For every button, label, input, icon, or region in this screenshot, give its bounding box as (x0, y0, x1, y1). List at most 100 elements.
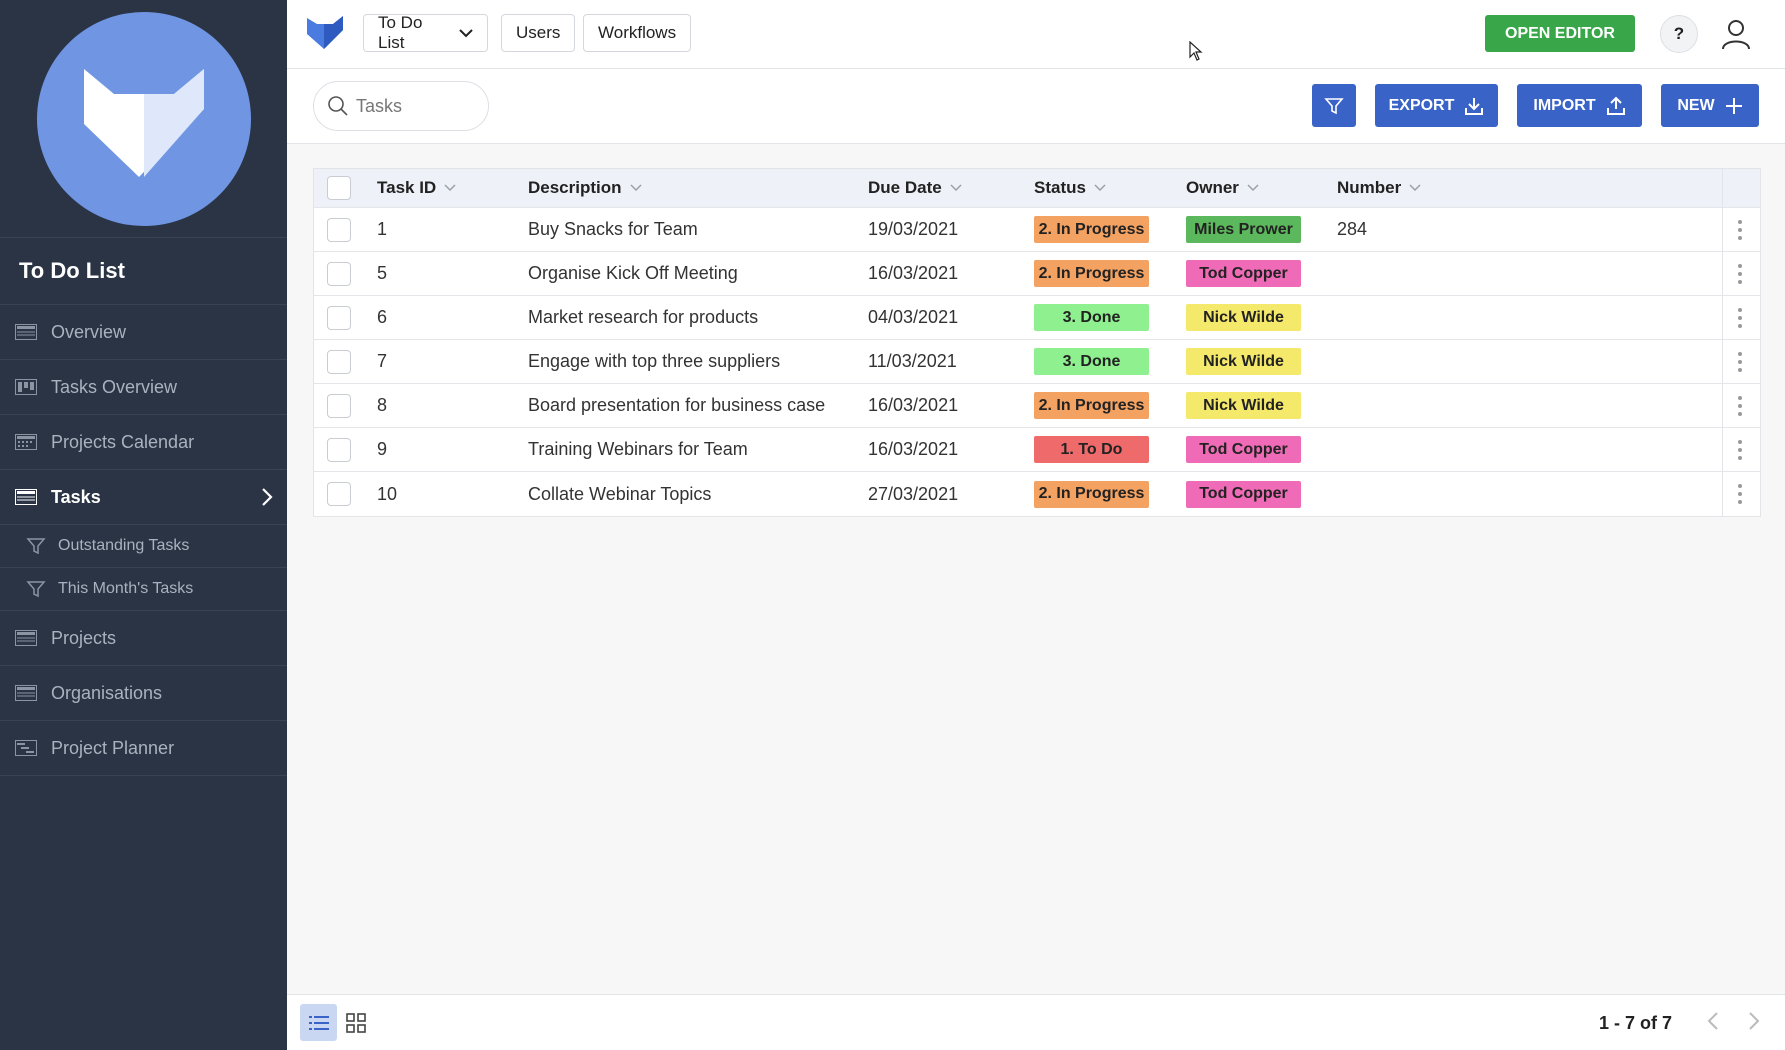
export-button[interactable]: EXPORT (1375, 84, 1498, 127)
footer-bar: 1 - 7 of 7 (287, 994, 1785, 1050)
row-menu-icon[interactable] (1730, 439, 1750, 460)
app-logo (36, 11, 251, 226)
task-due-date: 16/03/2021 (868, 439, 959, 459)
table-icon (12, 322, 39, 342)
table-row[interactable]: 6 Market research for products 04/03/202… (314, 296, 1760, 340)
new-button[interactable]: NEW (1661, 84, 1759, 127)
sidebar-item-organisations[interactable]: Organisations (0, 666, 287, 721)
sidebar-item-tasks-overview[interactable]: Tasks Overview (0, 360, 287, 415)
row-menu-icon[interactable] (1730, 263, 1750, 284)
upload-icon (1606, 96, 1626, 116)
search-input[interactable] (356, 95, 476, 117)
users-button[interactable]: Users (501, 14, 576, 52)
chevron-right-icon (261, 487, 273, 512)
task-due-date: 16/03/2021 (868, 263, 959, 283)
search-box[interactable] (313, 81, 489, 131)
sidebar-item-label: This Month's Tasks (58, 580, 194, 597)
sidebar-item-projects-calendar[interactable]: Projects Calendar (0, 415, 287, 470)
chevron-down-icon (1094, 184, 1106, 192)
grid-view-button[interactable] (337, 1004, 374, 1041)
sidebar-item-label: Organisations (51, 682, 163, 703)
help-button[interactable]: ? (1660, 15, 1698, 53)
select-all-checkbox[interactable] (327, 176, 351, 200)
column-header-description[interactable]: Description (528, 169, 642, 207)
column-divider (1722, 296, 1723, 339)
chevron-down-icon (1409, 184, 1421, 192)
column-header-due-date[interactable]: Due Date (868, 169, 962, 207)
table-row[interactable]: 10 Collate Webinar Topics 27/03/2021 2. … (314, 472, 1760, 516)
row-checkbox[interactable] (327, 437, 351, 462)
new-label: NEW (1677, 96, 1715, 114)
sidebar-item-label: Overview (51, 321, 127, 342)
status-badge: 2. In Progress (1034, 392, 1149, 419)
user-icon[interactable] (1719, 17, 1753, 51)
row-menu-icon[interactable] (1730, 395, 1750, 416)
app-dropdown-label: To Do List (378, 13, 423, 52)
status-badge: 3. Done (1034, 348, 1149, 375)
filter-icon (26, 536, 46, 556)
column-header-task-id[interactable]: Task ID (377, 169, 456, 207)
chevron-down-icon (950, 184, 962, 192)
chevron-down-icon (1247, 184, 1259, 192)
filter-icon (1324, 96, 1344, 116)
header-label: Owner (1186, 178, 1239, 197)
status-badge: 1. To Do (1034, 436, 1149, 463)
search-icon (328, 96, 348, 116)
app-logo-small[interactable] (305, 14, 345, 55)
row-menu-icon[interactable] (1730, 307, 1750, 328)
row-checkbox[interactable] (327, 482, 351, 506)
next-page-icon[interactable] (1748, 1011, 1760, 1036)
row-checkbox[interactable] (327, 217, 351, 242)
download-icon (1464, 96, 1484, 116)
table-row[interactable]: 9 Training Webinars for Team 16/03/2021 … (314, 428, 1760, 472)
task-number: 284 (1337, 219, 1368, 239)
table-row[interactable]: 1 Buy Snacks for Team 19/03/2021 2. In P… (314, 208, 1760, 252)
logo-area (0, 0, 287, 238)
calendar-icon (12, 432, 39, 452)
import-button[interactable]: IMPORT (1517, 84, 1642, 127)
table-icon (12, 628, 39, 648)
owner-badge: Nick Wilde (1186, 392, 1301, 419)
row-checkbox[interactable] (327, 261, 351, 286)
task-id: 7 (377, 351, 388, 371)
row-checkbox[interactable] (327, 349, 351, 374)
row-checkbox[interactable] (327, 305, 351, 330)
owner-badge: Miles Prower (1186, 216, 1301, 243)
pagination-label: 1 - 7 of 7 (1599, 1013, 1673, 1033)
owner-badge: Tod Copper (1186, 436, 1301, 463)
toolbar: EXPORT IMPORT NEW (287, 69, 1785, 144)
column-header-owner[interactable]: Owner (1186, 169, 1259, 207)
filter-button[interactable] (1312, 84, 1356, 127)
table-row[interactable]: 5 Organise Kick Off Meeting 16/03/2021 2… (314, 252, 1760, 296)
owner-badge: Nick Wilde (1186, 348, 1301, 375)
table-icon (12, 683, 39, 703)
table-row[interactable]: 8 Board presentation for business case 1… (314, 384, 1760, 428)
row-menu-icon[interactable] (1730, 484, 1750, 504)
column-header-status[interactable]: Status (1034, 169, 1106, 207)
status-badge: 2. In Progress (1034, 480, 1149, 508)
list-view-button[interactable] (300, 1004, 337, 1041)
column-divider (1722, 472, 1723, 516)
row-menu-icon[interactable] (1730, 351, 1750, 372)
row-menu-icon[interactable] (1730, 219, 1750, 240)
sidebar-item-tasks[interactable]: Tasks (0, 470, 287, 525)
previous-page-icon[interactable] (1707, 1011, 1719, 1036)
workflows-button[interactable]: Workflows (583, 14, 692, 52)
plus-icon (1725, 97, 1743, 115)
sidebar-item-outstanding-tasks[interactable]: Outstanding Tasks (0, 525, 287, 568)
sidebar-item-overview[interactable]: Overview (0, 305, 287, 360)
open-editor-button[interactable]: OPEN EDITOR (1485, 15, 1635, 52)
sidebar-item-project-planner[interactable]: Project Planner (0, 721, 287, 776)
header-label: Due Date (868, 178, 942, 197)
sidebar-item-this-months-tasks[interactable]: This Month's Tasks (0, 568, 287, 611)
table-icon (12, 487, 39, 507)
row-checkbox[interactable] (327, 393, 351, 418)
status-badge: 3. Done (1034, 304, 1149, 331)
column-header-number[interactable]: Number (1337, 169, 1421, 207)
app-dropdown[interactable]: To Do List (363, 13, 488, 52)
task-description: Collate Webinar Topics (528, 483, 712, 504)
sidebar-item-projects[interactable]: Projects (0, 611, 287, 666)
table-row[interactable]: 7 Engage with top three suppliers 11/03/… (314, 340, 1760, 384)
owner-badge: Tod Copper (1186, 260, 1301, 287)
status-badge: 2. In Progress (1034, 260, 1149, 287)
